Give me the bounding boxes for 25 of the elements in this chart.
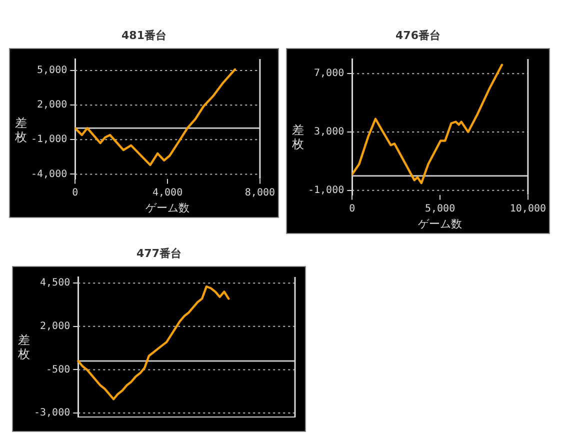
y-tick-label: 7,000 — [314, 68, 344, 80]
x-tick-label: 5,000 — [424, 203, 456, 214]
y-axis-title: 差枚 — [14, 116, 28, 144]
y-tick-label: -500 — [46, 364, 70, 376]
y-tick-label: 2,000 — [40, 320, 70, 332]
y-tick-label: 3,000 — [314, 126, 344, 138]
x-axis-title: ゲーム数 — [418, 217, 462, 230]
x-tick-label: 0 — [349, 203, 356, 214]
y-axis-title: 差枚 — [291, 123, 305, 151]
chart-title: 477番台 — [136, 246, 182, 261]
x-axis-title: ゲーム数 — [146, 201, 190, 214]
x-tick-label: 0 — [72, 187, 78, 198]
y-tick-label: -1,000 — [308, 185, 344, 196]
y-tick-label: -4,000 — [31, 168, 68, 180]
chart-title: 481番台 — [120, 28, 168, 43]
chart-title: 476番台 — [394, 28, 442, 43]
x-tick-label: 4,000 — [152, 187, 183, 198]
x-tick-label: 10,000 — [510, 203, 546, 214]
y-tick-label: 5,000 — [37, 65, 68, 76]
y-tick-label: -3,000 — [34, 408, 70, 419]
y-axis-title: 差枚 — [17, 333, 31, 361]
y-tick-label: -1,000 — [31, 134, 68, 146]
x-tick-label: 8,000 — [244, 187, 276, 198]
y-tick-label: 4,500 — [40, 278, 70, 289]
y-tick-label: 2,000 — [37, 100, 68, 111]
